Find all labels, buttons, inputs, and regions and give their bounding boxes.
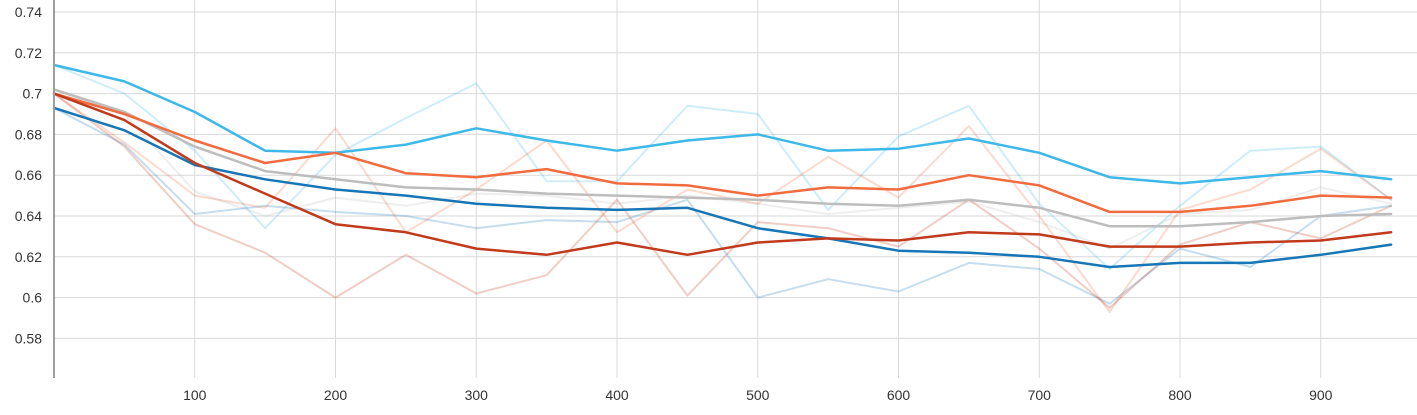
y-axis-ticks: 0.58 0.6 0.62 0.64 0.66 0.68 0.7 0.72 0.74 xyxy=(15,4,42,346)
smoothed-series-lines xyxy=(52,63,1393,269)
x-tick-label: 800 xyxy=(1168,387,1192,403)
x-axis-ticks: 100 200 300 400 500 600 700 800 900 xyxy=(183,387,1333,403)
y-tick-label: 0.7 xyxy=(23,86,43,102)
x-tick-label: 600 xyxy=(887,387,911,403)
series-3-raw-line xyxy=(53,92,1393,313)
grid xyxy=(54,0,1417,378)
series-2-smoothed-line xyxy=(52,63,1393,185)
series-0-smoothed-line xyxy=(52,88,1393,228)
series-1-smoothed-line xyxy=(52,106,1393,269)
series-4-raw-line xyxy=(53,92,1393,309)
series-3-smoothed-line xyxy=(52,92,1393,214)
y-tick-label: 0.62 xyxy=(15,249,42,265)
x-tick-label: 400 xyxy=(605,387,629,403)
x-tick-label: 700 xyxy=(1028,387,1052,403)
y-tick-label: 0.74 xyxy=(15,4,42,20)
x-tick-label: 200 xyxy=(324,387,348,403)
y-tick-label: 0.68 xyxy=(15,126,42,142)
x-tick-label: 500 xyxy=(746,387,770,403)
y-tick-label: 0.64 xyxy=(15,208,42,224)
x-tick-label: 300 xyxy=(465,387,489,403)
y-tick-label: 0.66 xyxy=(15,167,42,183)
y-tick-label: 0.58 xyxy=(15,330,42,346)
series-4-smoothed-line xyxy=(52,92,1393,257)
y-tick-label: 0.72 xyxy=(15,45,42,61)
series-2-raw-line xyxy=(53,64,1393,270)
x-tick-label: 900 xyxy=(1309,387,1333,403)
x-tick-label: 100 xyxy=(183,387,207,403)
y-tick-label: 0.6 xyxy=(23,290,43,306)
